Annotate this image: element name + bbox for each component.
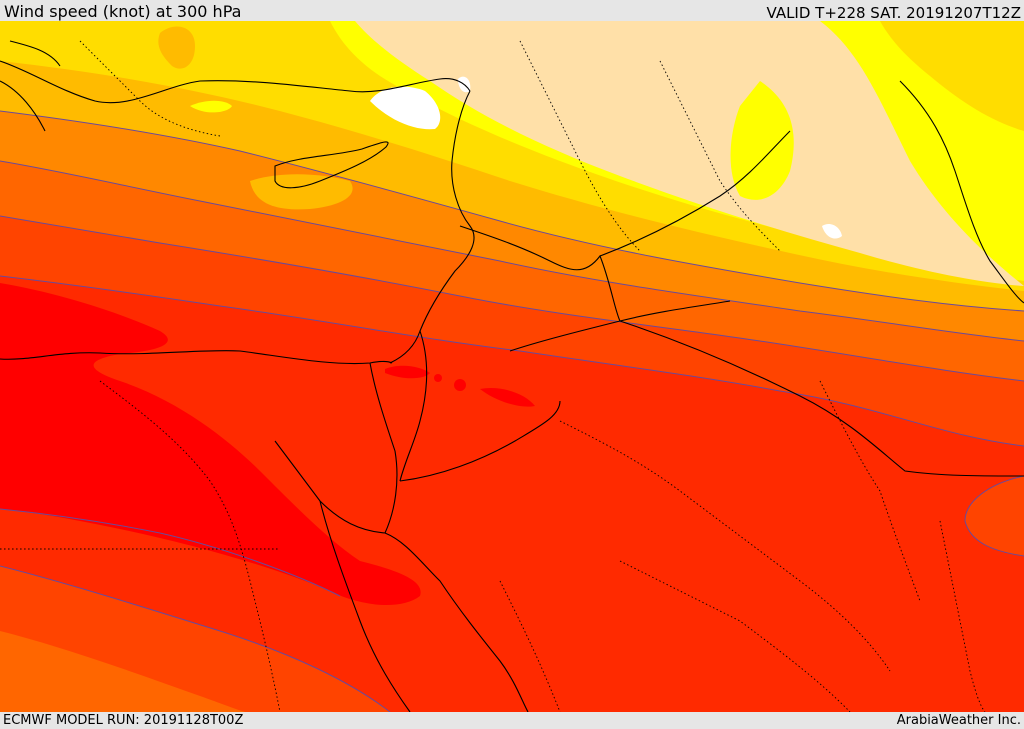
- province-border: [819, 380, 921, 602]
- border-egypt-sudan: [399, 400, 561, 482]
- contour-line: [0, 215, 1024, 382]
- province-border: [99, 380, 281, 712]
- map-title: Wind speed (knot) at 300 hPa: [4, 2, 242, 21]
- header-bar: Wind speed (knot) at 300 hPa VALID T+228…: [0, 0, 1024, 21]
- fill-band-yellow-east: [730, 81, 794, 200]
- contour-line: [0, 110, 1024, 312]
- coastline-aegean: [0, 40, 61, 132]
- coastline-red-sea-west: [319, 500, 411, 712]
- wind-speed-map: [0, 21, 1024, 712]
- contour-line: [0, 508, 341, 597]
- fill-band-yellow-patch: [190, 100, 232, 113]
- contour-lines: [0, 110, 1024, 712]
- core-red-spot: [434, 374, 442, 382]
- fill-band-amber-spot: [158, 26, 195, 69]
- province-border: [79, 40, 221, 137]
- border-saudi-east: [619, 320, 1024, 477]
- coastlines: [0, 40, 1024, 712]
- province-border: [659, 60, 781, 252]
- fill-weakest-patch-3: [822, 224, 842, 239]
- province-border: [559, 420, 891, 672]
- fill-band-gold-northeast: [880, 21, 1024, 131]
- coastline-turkey: [0, 60, 471, 104]
- coastline-red-sea-east: [384, 532, 529, 712]
- core-red-spot-2: [454, 379, 466, 391]
- border-jordan: [459, 225, 621, 322]
- coastline-cyprus: [274, 141, 389, 189]
- fill-band-core-red: [0, 283, 421, 606]
- fill-weakest-patch: [370, 86, 441, 130]
- contour-line: [0, 275, 1024, 447]
- contour-line: [0, 160, 1024, 342]
- footer-bar: ECMWF MODEL RUN: 20191128T00Z ArabiaWeat…: [0, 712, 1024, 729]
- model-run-label: ECMWF MODEL RUN: 20191128T00Z: [3, 713, 244, 728]
- province-border: [939, 520, 986, 712]
- map-canvas: [0, 21, 1024, 712]
- province-border: [499, 580, 561, 712]
- contour-line: [964, 475, 1024, 557]
- coastline-sinai-west: [369, 362, 398, 534]
- province-border: [519, 40, 641, 252]
- fill-band-dark-orange-southwest: [0, 631, 245, 712]
- coastline-gulf-aqaba: [399, 330, 428, 482]
- coastline-levant: [389, 90, 475, 364]
- contour-line: [0, 565, 391, 712]
- coastline-egypt-north: [0, 350, 393, 365]
- valid-time-label: VALID T+228 SAT. 20191207T12Z: [766, 4, 1021, 22]
- fill-band-red-orange-east: [965, 476, 1024, 556]
- province-border: [619, 560, 851, 712]
- border-iraq: [599, 130, 791, 257]
- fill-band-light-peach: [355, 21, 1024, 286]
- coastline-gulf-persian: [899, 80, 1024, 304]
- credit-label: ArabiaWeather Inc.: [896, 713, 1021, 728]
- fill-band-core-red-islands: [385, 365, 535, 407]
- province-borders: [0, 40, 986, 712]
